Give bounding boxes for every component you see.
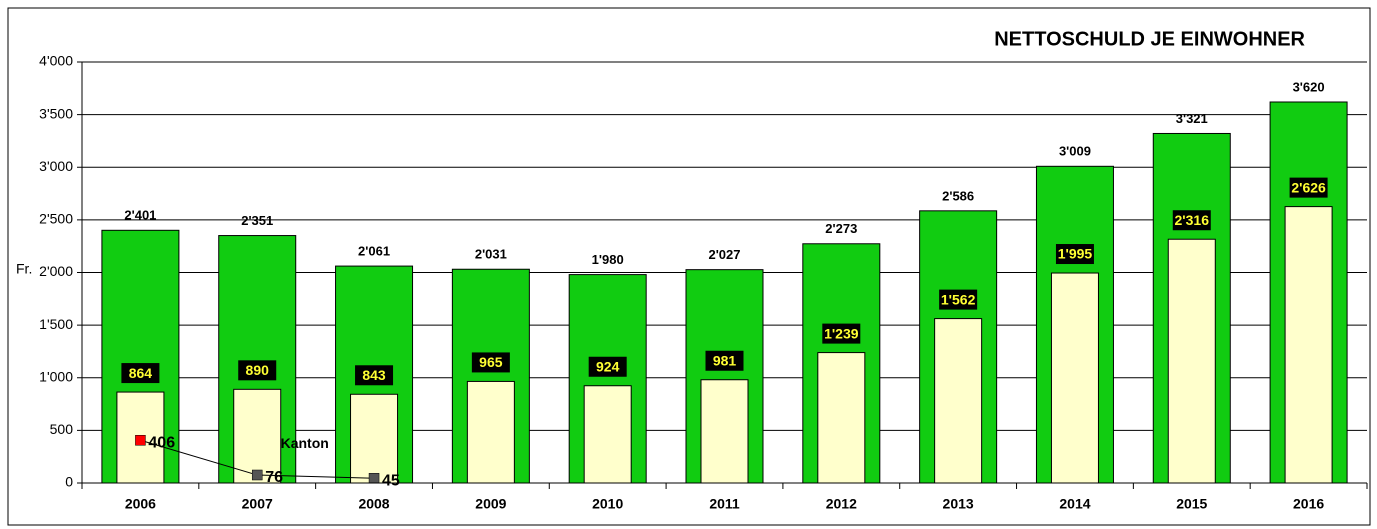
bar-value-label: 3'321 — [1176, 111, 1208, 126]
y-tick-label: 0 — [65, 474, 73, 490]
bar-value-label: 3'009 — [1059, 144, 1091, 159]
bar — [583, 385, 632, 484]
y-axis-label: Fr. — [16, 261, 32, 277]
bar — [1167, 238, 1216, 484]
bar — [233, 388, 282, 484]
y-tick-label: 2'500 — [39, 211, 73, 227]
bar-value-label: 1'562 — [941, 291, 976, 307]
bar-value-label: 2'586 — [942, 188, 974, 203]
bar — [700, 379, 749, 484]
line-value-label: 45 — [382, 472, 400, 489]
x-tick-label: 2010 — [592, 496, 623, 512]
bar — [817, 352, 866, 484]
y-tick-label: 3'500 — [39, 105, 73, 121]
bar-value-label: 965 — [479, 354, 503, 370]
x-tick-label: 2013 — [943, 496, 974, 512]
value-label-box — [1172, 210, 1211, 231]
bar-value-label: 1'995 — [1058, 246, 1093, 262]
bar-value-label: 890 — [246, 362, 270, 378]
value-label-box — [471, 352, 510, 373]
x-tick-label: 2015 — [1176, 496, 1207, 512]
value-label-box — [822, 323, 861, 344]
x-tick-label: 2014 — [1059, 496, 1090, 512]
y-tick-label: 4'000 — [39, 53, 73, 69]
bar-value-label: 2'401 — [124, 208, 156, 223]
bar — [466, 380, 515, 484]
chart-title: NETTOSCHULD JE EINWOHNER — [994, 28, 1305, 50]
bar-value-label: 2'273 — [825, 221, 857, 236]
value-label-box — [1289, 177, 1328, 198]
bar-value-label: 2'061 — [358, 244, 390, 259]
bar-value-label: 864 — [129, 365, 153, 381]
bar-value-label: 1'239 — [824, 325, 859, 341]
x-tick-label: 2006 — [125, 496, 156, 512]
line-marker — [251, 469, 263, 481]
bar — [350, 393, 399, 484]
x-tick-label: 2012 — [826, 496, 857, 512]
value-label-box — [705, 350, 744, 371]
y-tick-label: 2'000 — [39, 263, 73, 279]
series-label: Kanton — [281, 435, 329, 451]
y-tick-label: 1'000 — [39, 368, 73, 384]
bar — [1284, 206, 1333, 484]
value-label-box — [939, 289, 978, 310]
value-label-box — [238, 360, 277, 381]
line-value-label: 76 — [265, 469, 283, 486]
x-tick-label: 2007 — [242, 496, 273, 512]
bar-value-label: 2'027 — [708, 247, 740, 262]
value-label-box — [588, 356, 627, 377]
bar-value-label: 2'316 — [1175, 212, 1210, 228]
bar-value-label: 2'351 — [241, 213, 273, 228]
x-tick-label: 2009 — [475, 496, 506, 512]
y-tick-label: 500 — [50, 421, 74, 437]
y-tick-label: 1'500 — [39, 316, 73, 332]
bar-value-label: 1'980 — [592, 252, 624, 267]
bar-value-label: 3'620 — [1293, 79, 1325, 94]
x-tick-label: 2011 — [709, 496, 740, 512]
x-tick-label: 2008 — [358, 496, 389, 512]
value-label-box — [1055, 244, 1094, 265]
y-tick-label: 3'000 — [39, 158, 73, 174]
value-label-box — [121, 363, 160, 384]
bar-value-label: 2'031 — [475, 247, 507, 262]
line-marker — [135, 435, 146, 446]
line-value-label: 406 — [148, 434, 175, 451]
bar-value-label: 843 — [362, 367, 386, 383]
bar-value-label: 924 — [596, 358, 620, 374]
bar-value-label: 981 — [713, 352, 737, 368]
value-label-box — [355, 365, 394, 386]
line-marker — [368, 473, 380, 484]
bar — [934, 318, 983, 484]
x-tick-label: 2016 — [1293, 496, 1324, 512]
bar — [1050, 272, 1099, 484]
bar-value-label: 2'626 — [1291, 179, 1326, 195]
